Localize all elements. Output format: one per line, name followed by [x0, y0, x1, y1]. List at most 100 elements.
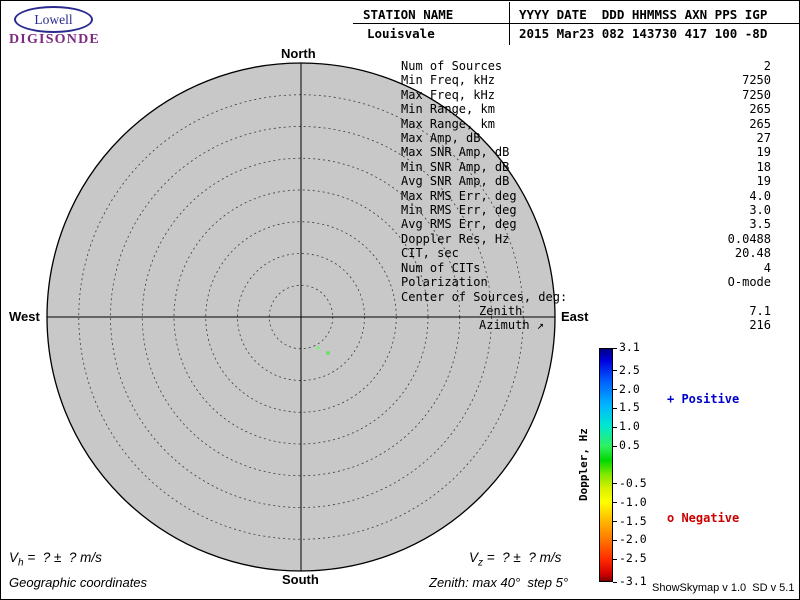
- colorbar-tick-label: 2.0: [619, 381, 640, 396]
- stat-label: Avg RMS Err, deg: [401, 217, 517, 232]
- stat-row: Doppler Res, Hz 0.0488: [401, 232, 771, 246]
- west-label: West: [9, 309, 40, 324]
- doppler-source-dot: [316, 346, 320, 350]
- colorbar-tick-mark: [613, 539, 617, 541]
- vh-subscript: h: [18, 557, 24, 569]
- stat-label: Max Range, km: [401, 116, 495, 131]
- colorbar-tick-mark: [613, 407, 617, 409]
- stat-value: 4: [763, 260, 771, 275]
- stat-label: Doppler Res, Hz: [401, 231, 510, 246]
- stat-row: Max Range, km 265: [401, 117, 771, 131]
- colorbar-tick-label: -0.5: [619, 475, 647, 490]
- stat-value: 4.0: [749, 188, 771, 203]
- colorbar-tick-label: -1.5: [619, 513, 647, 528]
- colorbar-tick-label: 3.1: [619, 340, 640, 354]
- stat-row: Max SNR Amp, dB 19: [401, 145, 771, 159]
- stat-label: Max RMS Err, deg: [401, 188, 517, 203]
- stat-row: Max Amp, dB 27: [401, 131, 771, 145]
- colorbar-tick-mark: [613, 426, 617, 428]
- date-fields-header: YYYY DATE DDD HHMMSS AXN PPS IGP: [519, 7, 768, 22]
- stat-label: Min SNR Amp, dB: [401, 159, 510, 174]
- stats-panel: Num of Sources 2 Min Freq, kHz 7250 Max Freq…: [401, 59, 771, 333]
- vz-readout: Vz = ? ± ? m/s: [469, 550, 561, 569]
- station-name-value: Louisvale: [367, 26, 435, 41]
- stat-label: Min RMS Err, deg: [401, 203, 517, 218]
- stat-value: 265: [749, 116, 771, 131]
- version-label: ShowSkymap v 1.0 SD v 5.1: [652, 582, 795, 594]
- stat-value: 19: [756, 174, 771, 189]
- vz-symbol: V: [469, 550, 479, 565]
- stat-value: 7250: [742, 73, 771, 88]
- stat-row: Min RMS Err, deg 3.0: [401, 203, 771, 217]
- stat-label: Avg SNR Amp, dB: [401, 174, 510, 189]
- lowell-logo: Lowell: [14, 6, 93, 33]
- doppler-source-dot: [326, 351, 330, 355]
- stat-value: 0.0488: [727, 231, 771, 246]
- colorbar-title: Doppler, Hz: [577, 428, 590, 502]
- colorbar-tick-mark: [613, 502, 617, 504]
- colorbar-tick-label: 1.5: [619, 400, 640, 415]
- stat-row: Max Freq, kHz 7250: [401, 88, 771, 102]
- positive-legend: + Positive: [667, 392, 740, 406]
- colorbar-tick-mark: [613, 581, 617, 583]
- stat-row: Max RMS Err, deg 4.0: [401, 189, 771, 203]
- sources-group: [316, 346, 330, 355]
- doppler-colorbar: 3.1 2.5 2.0 1.5 1.0 0.5 -0.5 -1.0 -1.5 -2.0 -2.5 -3…: [599, 341, 647, 588]
- colorbar-tick-label: 1.0: [619, 419, 640, 434]
- stat-value: 7.1: [749, 303, 771, 318]
- vh-readout: Vh = ? ± ? m/s: [9, 550, 102, 569]
- stat-row: Min SNR Amp, dB 18: [401, 160, 771, 174]
- colorbar-tick-mark: [613, 347, 617, 349]
- colorbar-tick-mark: [613, 558, 617, 560]
- stat-value: 3.0: [749, 203, 771, 218]
- stat-label: Azimuth ↗: [479, 318, 545, 333]
- lowell-logo-text: Lowell: [34, 11, 73, 27]
- stat-row: Avg SNR Amp, dB 19: [401, 174, 771, 188]
- stat-label: Max SNR Amp, dB: [401, 145, 510, 160]
- stat-row: CIT, sec 20.48: [401, 246, 771, 260]
- east-label: East: [561, 309, 589, 324]
- coordinates-note: Geographic coordinates: [9, 575, 148, 590]
- stat-label: Max Amp, dB: [401, 131, 481, 146]
- stat-value: 265: [749, 102, 771, 117]
- vz-subscript: z: [478, 557, 484, 569]
- date-fields-value: 2015 Mar23 082 143730 417 100 -8D: [519, 26, 768, 41]
- south-label: South: [282, 572, 319, 587]
- stat-value: O-mode: [727, 275, 771, 290]
- stat-label: Center of Sources, deg:: [401, 289, 568, 304]
- vh-symbol: V: [9, 550, 19, 565]
- colorbar-tick-mark: [613, 389, 617, 391]
- stat-row: Num of Sources 2: [401, 59, 771, 73]
- vz-value: = ? ± ? m/s: [483, 550, 562, 565]
- stat-label: Zenith: [479, 303, 523, 318]
- stat-value: 20.48: [734, 246, 771, 261]
- colorbar-tick-label: -3.1: [619, 574, 647, 588]
- stat-label: Max Freq, kHz: [401, 87, 495, 102]
- stat-label: Num of CITs: [401, 260, 481, 275]
- stat-row: Min Freq, kHz 7250: [401, 73, 771, 87]
- stat-label: Min Freq, kHz: [401, 73, 495, 88]
- stat-row: Azimuth ↗ 216: [401, 318, 771, 332]
- colorbar-tick-mark: [613, 483, 617, 485]
- digisonde-logo-text: DIGISONDE: [9, 32, 100, 47]
- stat-value: 19: [756, 145, 771, 160]
- stat-row: Polarization O-mode: [401, 275, 771, 289]
- header-divider-horizontal: [353, 23, 799, 24]
- stat-row: Avg RMS Err, deg 3.5: [401, 217, 771, 231]
- stat-value: 3.5: [749, 217, 771, 232]
- stat-row: Num of CITs 4: [401, 261, 771, 275]
- stat-value: 7250: [742, 87, 771, 102]
- stat-value: 2: [763, 59, 771, 73]
- stat-row: Center of Sources, deg:: [401, 290, 771, 304]
- colorbar-tick-mark: [613, 370, 617, 372]
- stat-label: Min Range, km: [401, 102, 495, 117]
- stat-value: 18: [756, 159, 771, 174]
- colorbar-tick-label: -1.0: [619, 494, 647, 509]
- colorbar-tick-label: -2.0: [619, 532, 647, 547]
- colorbar-tick-label: 0.5: [619, 438, 640, 453]
- station-name-header: STATION NAME: [363, 7, 454, 22]
- stat-value: 27: [756, 131, 771, 146]
- colorbar-tick-mark: [613, 445, 617, 447]
